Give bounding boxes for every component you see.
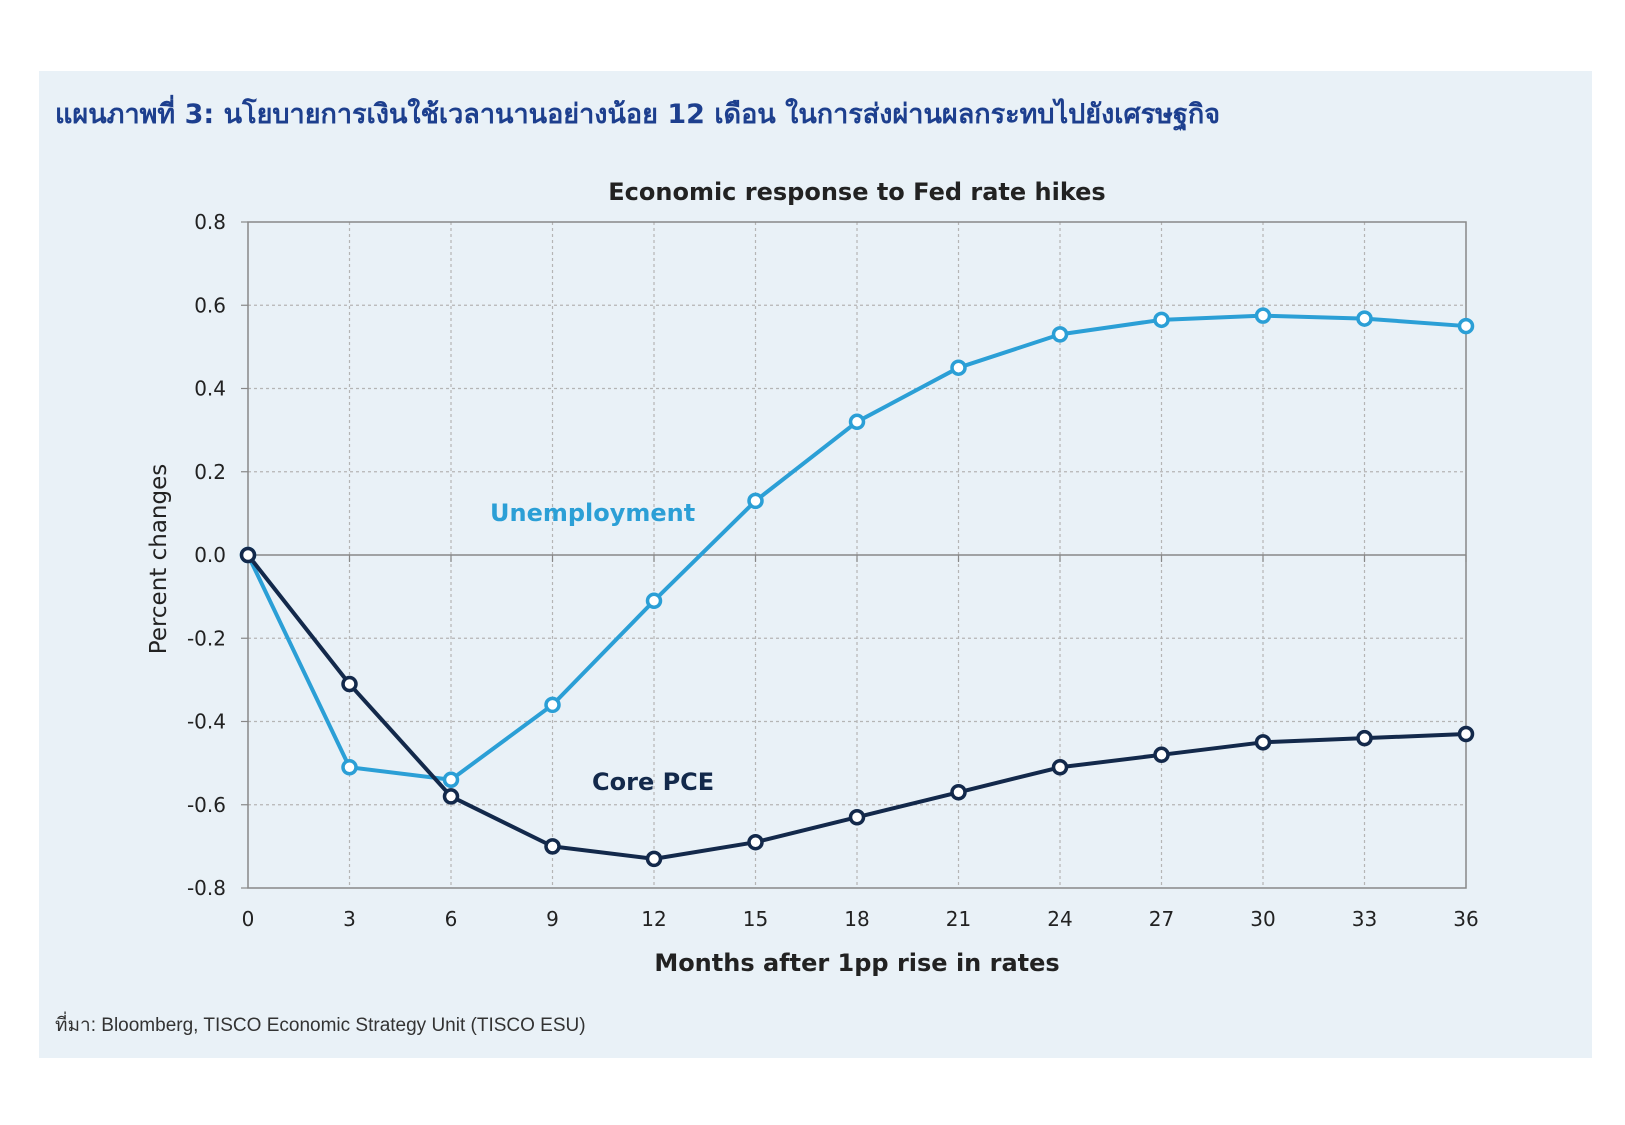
core-pce-point — [1254, 734, 1272, 751]
unemployment-point — [645, 592, 663, 610]
chart-panel — [39, 71, 1592, 1058]
unemployment-point — [848, 413, 866, 431]
unemployment-point — [442, 771, 460, 789]
core-pce-point — [544, 838, 561, 855]
x-tick-label: 33 — [1352, 907, 1377, 931]
y-axis-label: Percent changes — [146, 464, 172, 654]
y-tick-label: -0.8 — [187, 876, 226, 900]
y-tick-label: -0.2 — [187, 626, 226, 650]
y-tick-label: -0.4 — [187, 710, 226, 734]
x-tick-label: 30 — [1250, 907, 1275, 931]
series — [239, 307, 1475, 868]
unemployment-point — [1254, 307, 1272, 324]
unemployment-point — [1051, 326, 1069, 343]
core-pce-point — [747, 833, 764, 851]
y-tick-label: 0.8 — [194, 210, 226, 234]
core-pce-point — [442, 788, 460, 805]
unemployment-point — [341, 759, 358, 776]
y-tick-label: 0.4 — [194, 377, 226, 401]
unemployment-point — [1356, 310, 1373, 327]
unemployment-point — [1457, 317, 1475, 335]
x-tick-label: 9 — [546, 907, 559, 931]
x-tick-label: 18 — [844, 907, 869, 931]
unemployment-point — [747, 492, 764, 510]
x-tick-label: 24 — [1047, 907, 1072, 931]
y-tick-label: -0.6 — [187, 793, 226, 817]
core-pce-point — [1051, 759, 1069, 776]
core-pce-point — [645, 850, 663, 868]
core-pce-point — [239, 546, 257, 564]
x-tick-label: 6 — [445, 907, 458, 931]
x-tick-label: 21 — [946, 907, 971, 931]
x-tick-label: 15 — [743, 907, 768, 931]
x-tick-label: 3 — [343, 907, 356, 931]
core-pce-point — [950, 784, 967, 801]
core-pce-point — [1457, 725, 1475, 743]
x-tick-label: 27 — [1149, 907, 1174, 931]
x-tick-label: 12 — [641, 907, 666, 931]
x-tick-label: 36 — [1453, 907, 1478, 931]
core-pce-point — [1153, 746, 1170, 764]
y-tick-label: 0.2 — [194, 460, 226, 484]
figure-title: แผนภาพที่ 3: นโยบายการเงินใช้เวลานานอย่า… — [55, 99, 1221, 130]
y-tick-label: 0.6 — [194, 293, 226, 317]
axes: 0 3 6 9 12 15 18 21 24 27 30 33 360.80.60.40.20.0-0.… — [187, 210, 1479, 931]
core-pce-series-label: Core PCE — [592, 768, 714, 796]
x-tick-label: 0 — [242, 907, 255, 931]
y-tick-label: 0.0 — [194, 543, 226, 567]
unemployment-point — [544, 696, 561, 714]
unemployment-series-label: Unemployment — [490, 499, 695, 527]
unemployment-point — [1153, 311, 1170, 329]
source-note: ที่มา: Bloomberg, TISCO Economic Strateg… — [55, 1015, 586, 1036]
unemployment-point — [950, 359, 967, 376]
chart-title: Economic response to Fed rate hikes — [608, 178, 1105, 206]
core-pce-point — [1356, 729, 1373, 747]
core-pce-point — [341, 675, 358, 693]
core-pce-point — [848, 808, 866, 826]
x-axis-label: Months after 1pp rise in rates — [654, 949, 1059, 977]
